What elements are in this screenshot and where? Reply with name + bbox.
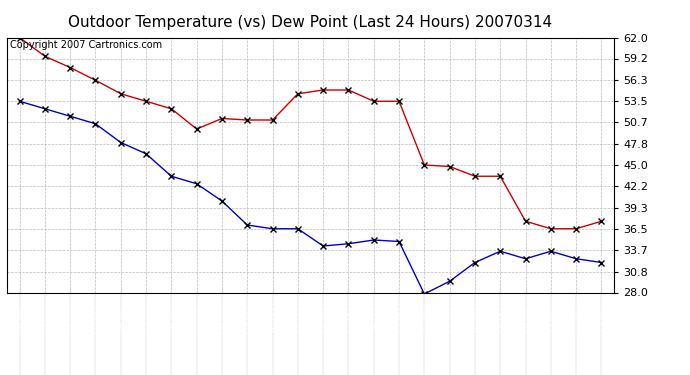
Text: 10:00: 10:00 [268, 305, 277, 333]
Text: 16:00: 16:00 [420, 305, 429, 333]
Text: 23:00: 23:00 [596, 305, 607, 333]
Text: 11:00: 11:00 [293, 305, 303, 333]
Text: 03:00: 03:00 [90, 305, 101, 333]
Text: 17:00: 17:00 [444, 305, 455, 333]
Text: 06:00: 06:00 [166, 305, 177, 333]
Text: 07:00: 07:00 [192, 305, 201, 333]
Text: 02:00: 02:00 [65, 305, 75, 333]
Text: 20:00: 20:00 [520, 305, 531, 333]
Text: 21:00: 21:00 [546, 305, 556, 333]
Text: 14:00: 14:00 [368, 305, 379, 333]
Text: 05:00: 05:00 [141, 305, 151, 333]
Text: 15:00: 15:00 [394, 305, 404, 333]
Text: 13:00: 13:00 [344, 305, 353, 333]
Text: 00:00: 00:00 [14, 305, 25, 333]
Text: 19:00: 19:00 [495, 305, 505, 333]
Text: Copyright 2007 Cartronics.com: Copyright 2007 Cartronics.com [10, 40, 162, 50]
Text: 08:00: 08:00 [217, 305, 227, 333]
Text: 09:00: 09:00 [242, 305, 253, 333]
Text: 12:00: 12:00 [318, 305, 328, 333]
Text: Outdoor Temperature (vs) Dew Point (Last 24 Hours) 20070314: Outdoor Temperature (vs) Dew Point (Last… [68, 15, 553, 30]
Text: 04:00: 04:00 [116, 305, 126, 333]
Text: 22:00: 22:00 [571, 305, 581, 333]
Text: 01:00: 01:00 [40, 305, 50, 333]
Text: 18:00: 18:00 [470, 305, 480, 333]
